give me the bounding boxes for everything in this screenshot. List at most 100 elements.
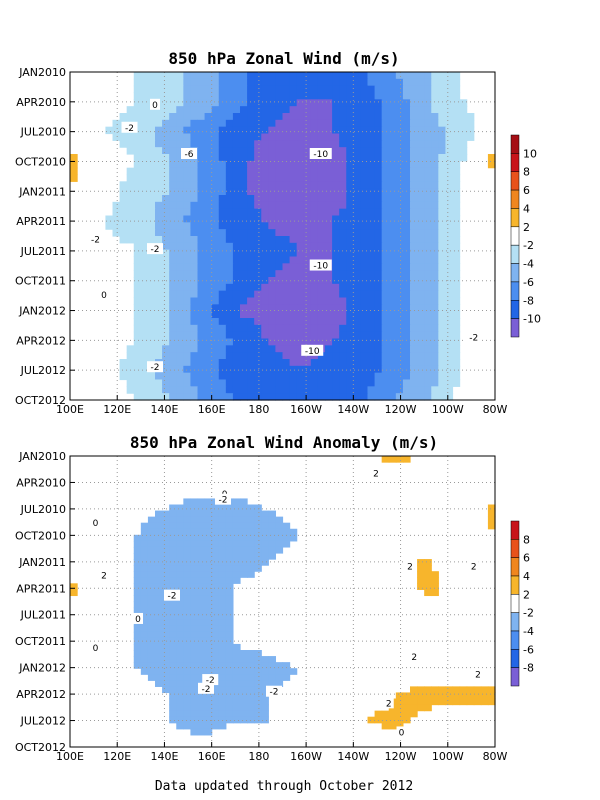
y-tick-label: JAN2011: [18, 556, 66, 569]
contour-cell: [261, 215, 269, 223]
contour-cell: [353, 229, 362, 237]
contour-cell: [374, 386, 383, 394]
contour-cell: [211, 174, 220, 182]
contour-cell: [225, 72, 234, 80]
contour-cell: [275, 242, 284, 251]
contour-cell: [353, 359, 362, 367]
contour-cell: [169, 311, 177, 319]
contour-cell: [155, 546, 163, 554]
contour-cell: [204, 716, 213, 724]
contour-cell: [367, 119, 376, 128]
contour-cell: [367, 716, 376, 724]
contour-cell: [388, 208, 397, 217]
contour-cell: [353, 379, 362, 387]
colorbar-label: 2: [523, 221, 530, 234]
contour-cell: [360, 113, 369, 121]
contour-label: -2: [206, 676, 215, 686]
contour-cell: [162, 656, 170, 663]
contour-cell: [438, 386, 447, 394]
contour-cell: [197, 559, 206, 566]
contour-cell: [254, 208, 262, 217]
contour-cell: [325, 133, 333, 141]
contour-cell: [282, 174, 291, 182]
contour-cell: [254, 674, 262, 681]
contour-cell: [317, 359, 326, 367]
contour-cell: [261, 133, 269, 141]
contour-cell: [140, 345, 149, 353]
contour-cell: [339, 256, 347, 264]
contour-cell: [147, 668, 156, 675]
contour-cell: [296, 106, 305, 114]
contour-cell: [162, 324, 170, 333]
contour-cell: [183, 92, 192, 100]
contour-cell: [204, 345, 213, 353]
contour-cell: [204, 359, 213, 367]
contour-cell: [339, 365, 347, 374]
contour-cell: [232, 716, 241, 724]
contour-cell: [317, 92, 326, 100]
contour-cell: [353, 365, 362, 374]
contour-cell: [310, 85, 319, 94]
contour-cell: [240, 331, 248, 340]
contour-cell: [381, 119, 390, 128]
contour-cell: [147, 311, 156, 319]
contour-cell: [445, 119, 454, 128]
contour-cell: [183, 201, 192, 210]
contour-cell: [133, 304, 142, 312]
contour-cell: [197, 256, 206, 264]
contour-cell: [395, 167, 404, 176]
contour-cell: [303, 365, 312, 374]
contour-cell: [431, 154, 439, 162]
contour-cell: [225, 637, 234, 645]
contour-cell: [240, 167, 248, 176]
contour-cell: [176, 625, 184, 633]
contour-cell: [310, 365, 319, 374]
contour-cell: [310, 331, 319, 340]
contour-cell: [339, 188, 347, 196]
contour-cell: [268, 516, 277, 524]
contour-cell: [240, 528, 248, 536]
contour-cell: [452, 365, 461, 374]
contour-cell: [332, 386, 340, 394]
contour-cell: [289, 372, 298, 381]
contour-cell: [147, 215, 156, 223]
contour-cell: [303, 256, 312, 264]
contour-cell: [162, 99, 170, 107]
contour-cell: [155, 379, 163, 387]
contour-cell: [268, 92, 277, 100]
contour-cell: [190, 372, 199, 381]
contour-label: 0: [399, 728, 405, 738]
contour-cell: [367, 236, 376, 244]
contour-cell: [282, 283, 291, 292]
contour-cell: [247, 710, 255, 718]
contour-cell: [268, 540, 277, 548]
contour-cell: [247, 656, 255, 663]
contour-cell: [204, 352, 213, 360]
contour-cell: [402, 345, 411, 353]
contour-cell: [183, 393, 192, 401]
contour-cell: [169, 119, 177, 128]
contour-cell: [487, 516, 496, 524]
contour-cell: [431, 589, 439, 597]
contour-cell: [388, 188, 397, 196]
contour-cell: [169, 222, 177, 230]
contour-cell: [438, 236, 447, 244]
contour-fill: [70, 456, 496, 736]
contour-cell: [310, 283, 319, 292]
y-tick-label: OCT2012: [15, 741, 66, 754]
contour-cell: [381, 208, 390, 217]
contour-cell: [381, 195, 390, 203]
contour-cell: [169, 195, 177, 203]
contour-cell: [374, 222, 383, 230]
contour-cell: [183, 631, 192, 639]
contour-cell: [190, 113, 199, 121]
contour-cell: [176, 716, 184, 724]
contour-cell: [367, 345, 376, 353]
contour-cell: [162, 379, 170, 387]
contour-cell: [438, 99, 447, 107]
contour-cell: [254, 528, 262, 536]
contour-cell: [261, 686, 269, 694]
contour-cell: [261, 290, 269, 299]
contour-cell: [240, 534, 248, 542]
contour-cell: [346, 324, 354, 333]
